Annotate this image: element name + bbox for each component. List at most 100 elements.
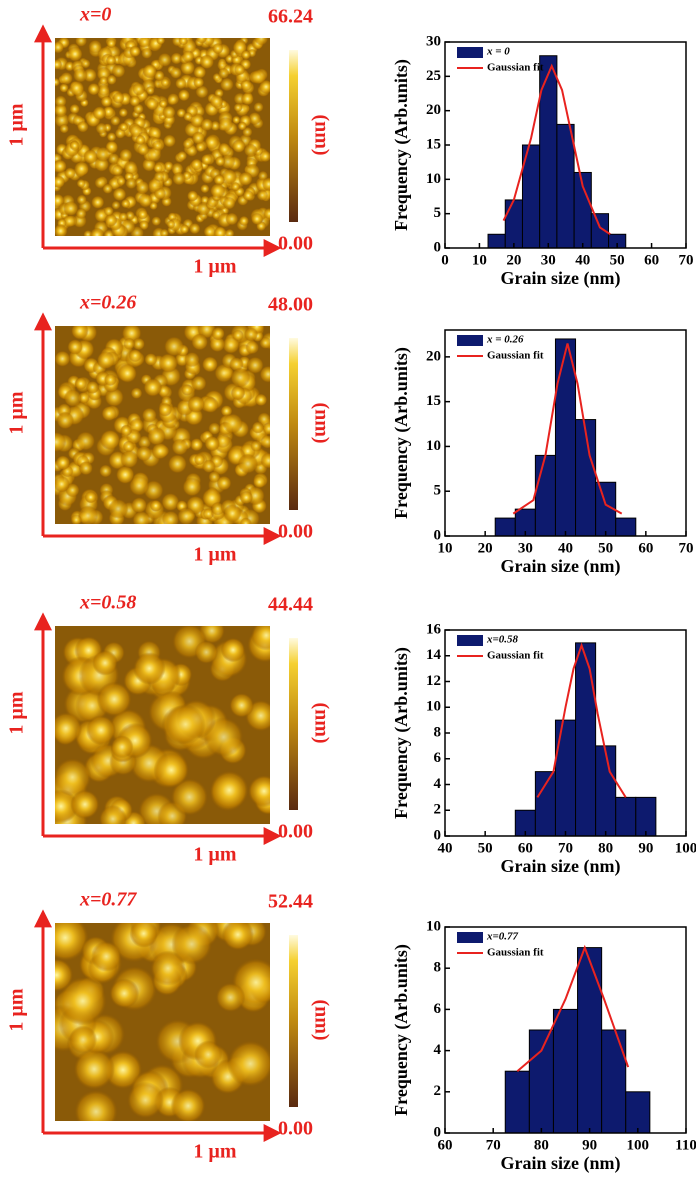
x-tick-label: 90 [582, 1137, 597, 1153]
afm-grain [117, 363, 138, 384]
x-tick-label: 50 [478, 840, 493, 856]
afm-grain [78, 461, 94, 476]
afm-grain [120, 424, 133, 437]
afm-grain [232, 115, 241, 125]
afm-grain [122, 440, 135, 453]
afm-grain [147, 426, 166, 446]
afm-grain [69, 1025, 98, 1054]
afm-grain [55, 923, 89, 962]
colorbar-unit: (nm) [310, 114, 332, 155]
afm-grain [100, 95, 113, 108]
afm-grain [137, 209, 148, 220]
afm-grain [160, 78, 170, 88]
afm-grain [214, 155, 226, 167]
afm-grain [238, 215, 250, 227]
x-axis-label: Grain size (nm) [501, 856, 621, 877]
afm-grain [199, 54, 215, 70]
afm-grain [187, 395, 205, 413]
afm-grain [261, 177, 270, 192]
afm-grain [111, 64, 126, 78]
afm-grain [138, 38, 151, 49]
afm-grain [135, 180, 150, 195]
afm-grain [75, 38, 88, 47]
afm-grain [172, 171, 186, 186]
afm-grain [128, 475, 150, 497]
afm-grain [72, 67, 88, 83]
afm-grain [137, 143, 150, 156]
afm-grain [102, 183, 114, 195]
afm-grain [129, 923, 158, 948]
afm-grain [161, 492, 180, 512]
colorbar-min: 0.00 [278, 521, 313, 543]
afm-grain [74, 377, 88, 390]
afm-grain [216, 475, 232, 491]
afm-grain [86, 715, 117, 746]
afm-grain [153, 163, 163, 173]
bar [615, 796, 637, 837]
sample-label: x=0.77 [79, 889, 137, 911]
bar [534, 454, 556, 537]
afm-grain [232, 329, 244, 342]
afm-grain [141, 47, 153, 60]
afm-grain [92, 106, 107, 120]
afm-grain [162, 134, 177, 148]
x-tick-label: 70 [558, 840, 573, 856]
afm-grain [230, 367, 251, 388]
colorbar [289, 638, 298, 810]
afm-grain [193, 76, 205, 89]
x-tick-label: 60 [518, 840, 533, 856]
afm-grain [186, 190, 199, 202]
bar [601, 1029, 627, 1134]
y-tick-label: 14 [426, 647, 442, 663]
x-tick-label: 80 [534, 1137, 549, 1153]
afm-grain [96, 681, 132, 717]
afm-grain [64, 167, 76, 179]
afm-grain [245, 340, 260, 355]
afm-grain [204, 135, 220, 150]
afm-grain [202, 459, 216, 474]
sample-label: x=0.58 [79, 592, 136, 614]
bar [539, 55, 558, 249]
fit-curve [516, 944, 630, 1072]
afm-grain [63, 389, 82, 408]
afm-grain [74, 1089, 119, 1121]
colorbar-unit: (nm) [310, 999, 332, 1040]
afm-grain [99, 429, 121, 451]
afm-grain [55, 712, 83, 745]
afm-grain [220, 637, 246, 663]
afm-grain [120, 198, 131, 209]
afm-grain [237, 453, 259, 474]
afm-grain [123, 337, 136, 350]
y-axis-label: Frequency (Arb.units) [391, 59, 412, 231]
afm-grain [158, 402, 173, 417]
afm-grain [92, 650, 118, 676]
afm-grain [181, 50, 195, 63]
y-tick-label: 15 [426, 136, 441, 152]
afm-grain [259, 150, 270, 163]
afm-grain [227, 1040, 270, 1088]
afm-grain [55, 59, 63, 70]
afm-grain [95, 122, 108, 135]
afm-grain [150, 950, 186, 987]
afm-grain [250, 440, 263, 452]
y-tick-label: 20 [426, 348, 441, 364]
afm-grain [126, 1081, 164, 1119]
afm-grain [190, 375, 207, 392]
afm-grain [73, 161, 90, 177]
afm-grain [163, 336, 185, 357]
afm-grain [201, 153, 213, 166]
afm-grain [189, 437, 204, 452]
afm-grain [69, 103, 80, 115]
afm-grain [181, 384, 194, 396]
afm-grain [170, 778, 209, 816]
afm-grain [143, 378, 163, 397]
afm-grain [104, 373, 117, 387]
afm-grain [233, 103, 243, 113]
afm-grain [263, 207, 270, 220]
colorbar [289, 935, 298, 1107]
afm-grain [90, 941, 122, 972]
y-axis-label: Frequency (Arb.units) [391, 647, 412, 819]
afm-grain [242, 189, 254, 201]
afm-grain [211, 326, 225, 341]
